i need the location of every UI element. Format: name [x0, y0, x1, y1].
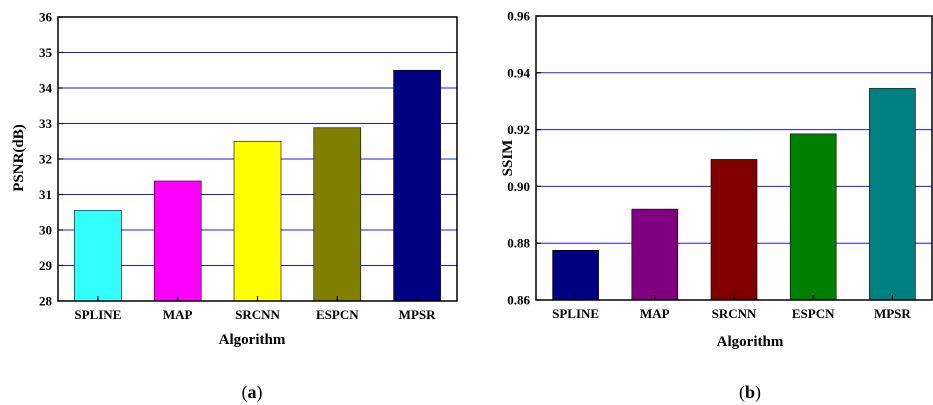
x-tick-label: ESPCN: [316, 307, 359, 322]
chart-panel-b: SSIM Algorithm (b) 0.86 0.88 0.90 0.92 0.94 0…: [500, 9, 933, 403]
bar-spline: [552, 250, 599, 301]
bar-espcn: [789, 133, 837, 301]
y-tick-label: 33: [39, 116, 53, 131]
y-axis-label: PSNR(dB): [11, 124, 27, 192]
bar-map: [631, 208, 679, 301]
x-tick-label: MAP: [640, 306, 670, 321]
bar-mpsr: [869, 88, 916, 301]
x-tick-label: MPSR: [399, 307, 436, 322]
bar-srcnn: [233, 140, 282, 302]
y-tick-label: 35: [39, 45, 53, 60]
x-tick-label: MAP: [163, 307, 193, 322]
x-tick-label: SPLINE: [552, 306, 599, 321]
y-tick-label: 0.90: [507, 179, 530, 194]
y-tick-label: 28: [39, 294, 53, 309]
y-tick-label: 0.94: [507, 65, 530, 80]
bar-mpsr: [393, 69, 441, 302]
x-tick-label: SRCNN: [712, 306, 757, 321]
y-tick-label: 0.86: [507, 293, 530, 308]
y-tick-label: 31: [39, 187, 52, 202]
plot-frame: [57, 16, 458, 302]
y-axis-label: SSIM: [500, 140, 516, 177]
y-tick-label: 0.96: [507, 9, 530, 24]
y-tick-label: 32: [39, 152, 52, 167]
panel-label: (b): [739, 382, 761, 403]
x-axis-label: Algorithm: [717, 334, 784, 350]
plot-frame: [535, 15, 933, 301]
x-tick-label: ESPCN: [792, 306, 835, 321]
bar-espcn: [313, 127, 362, 302]
bar-map: [153, 180, 202, 302]
x-axis-label: Algorithm: [219, 332, 286, 348]
x-tick-label: SRCNN: [235, 307, 280, 322]
chart-panel-a: PSNR(dB) Algorithm (a) 28 29 30 31 32 33 34 35 3…: [11, 10, 458, 403]
y-tick-label: 34: [39, 81, 53, 96]
y-tick-label: 30: [39, 223, 52, 238]
y-tick-label: 36: [39, 10, 53, 25]
panel-label: (a): [242, 382, 263, 403]
x-tick-label: SPLINE: [74, 307, 121, 322]
x-tick-label: MPSR: [874, 306, 911, 321]
y-tick-label: 29: [39, 258, 53, 273]
bar-spline: [74, 210, 122, 302]
y-tick-label: 0.92: [507, 122, 530, 137]
y-tick-label: 0.88: [507, 236, 530, 251]
bar-srcnn: [710, 159, 758, 301]
